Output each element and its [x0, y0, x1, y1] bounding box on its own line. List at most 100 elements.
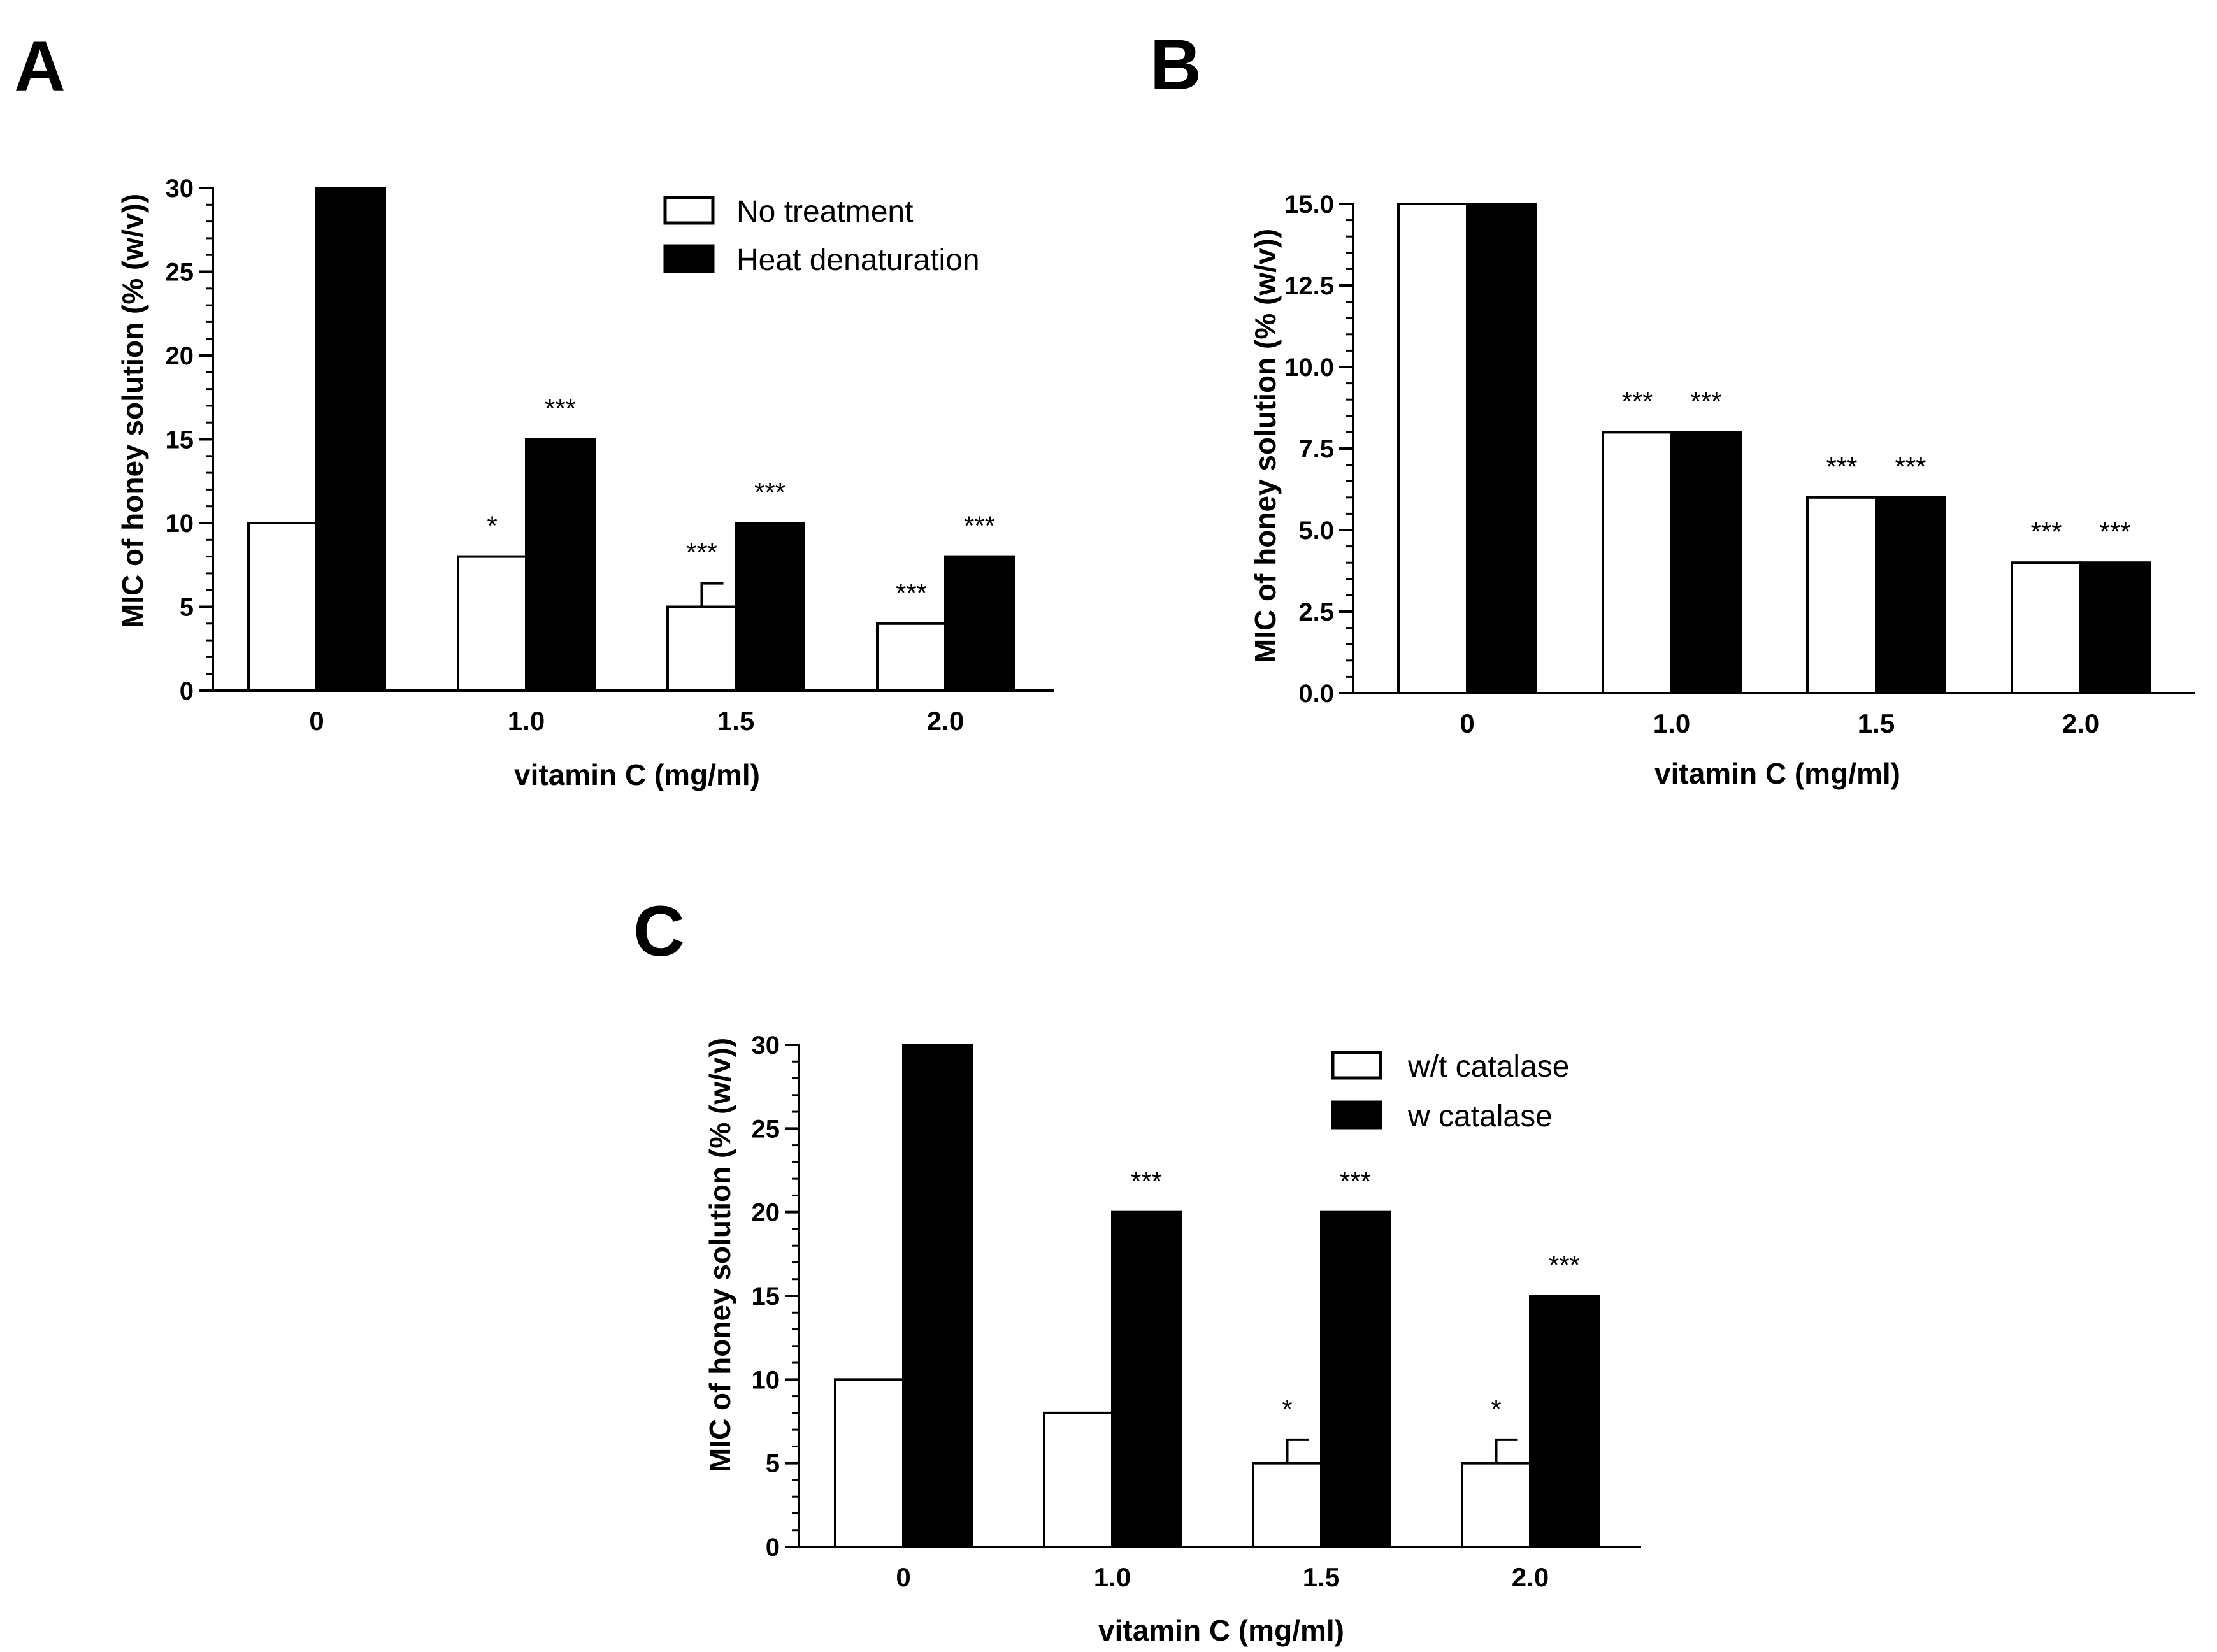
panel-a-significance-mark: *** — [754, 477, 786, 507]
panel-c-y-tick-label: 30 — [752, 1031, 780, 1059]
panel-b-y-tick-label: 12.5 — [1284, 272, 1334, 300]
panel-a-significance-mark: * — [487, 511, 497, 541]
panel-b-x-tick-label: 0 — [1460, 708, 1474, 738]
panel-c-y-tick-label: 10 — [752, 1366, 780, 1394]
panel-a-y-tick-label: 20 — [166, 342, 194, 370]
panel-a-bar — [876, 622, 947, 692]
panel-a-legend: No treatment Heat denaturation — [663, 195, 980, 277]
panel-b-x-tick-label: 2.0 — [2062, 708, 2099, 738]
panel-a-y-tick-label: 10 — [166, 510, 194, 538]
panel-c-legend: w/t catalase w catalase — [1331, 1050, 1569, 1133]
panel-c-significance-mark: *** — [1340, 1167, 1371, 1196]
panel-b-bar — [1602, 431, 1673, 695]
panel-c-significance-mark: *** — [1549, 1250, 1580, 1280]
panel-b-significance-mark: *** — [1690, 386, 1721, 416]
panel-b-significance-mark: *** — [1621, 386, 1653, 416]
panel-c-y-axis-title: MIC of honey solution (% (w/v)) — [703, 1038, 736, 1472]
panel-b-bars: *** *** *** *** *** *** — [1397, 203, 2151, 695]
panel-c: C MIC of honey solution (% (w/v)) vitami… — [633, 891, 1641, 1647]
panel-c-bar — [1252, 1462, 1323, 1549]
panel-b-x-tick-label: 1.5 — [1858, 708, 1895, 738]
panel-a-x-tick-label: 2.0 — [927, 706, 964, 736]
panel-b-y-tick-label: 5.0 — [1298, 517, 1334, 545]
panel-c-significance-mark: * — [1491, 1394, 1501, 1424]
panel-a-legend-swatch-1 — [663, 196, 715, 225]
panel-a-legend-label-2: Heat denaturation — [736, 243, 980, 277]
panel-c-bar — [902, 1044, 973, 1548]
panel-b-y-axis-title: MIC of honey solution (% (w/v)) — [1249, 229, 1282, 663]
panel-a-bar — [315, 187, 386, 692]
panel-b-y-tick-label: 0.0 — [1298, 680, 1334, 708]
panel-a-legend-label-1: No treatment — [736, 195, 913, 229]
panel-b-significance-mark: *** — [1895, 452, 1926, 482]
panel-c-x-tick-label: 2.0 — [1512, 1562, 1549, 1592]
panel-b-bar — [1397, 203, 1468, 694]
panel-b-y-tick-label: 2.5 — [1298, 598, 1334, 626]
panel-c-legend-swatch-1 — [1331, 1051, 1382, 1080]
panel-b-significance-mark: *** — [1826, 452, 1857, 482]
panel-b-x-axis-title: vitamin C (mg/ml) — [1654, 757, 1900, 790]
panel-c-y-tick-label: 0 — [766, 1533, 780, 1562]
panel-a-y-tick-label: 15 — [166, 426, 194, 454]
panel-c-x-tick-label: 1.5 — [1303, 1562, 1340, 1592]
panel-a-y-tick-label: 5 — [180, 594, 194, 622]
panel-c-bars: *********** — [834, 1044, 1600, 1549]
panel-c-x-tick-label: 0 — [896, 1562, 910, 1592]
panel-a-x-tick-label: 1.0 — [508, 706, 545, 736]
panel-c-y-tick-label: 20 — [752, 1199, 780, 1227]
panel-c-y-tick-label: 5 — [766, 1450, 780, 1478]
panel-c-significance-mark: *** — [1131, 1167, 1162, 1196]
panel-a-significance-mark: *** — [545, 394, 576, 424]
panel-a-significance-mark: *** — [896, 578, 927, 608]
panel-a-significance-mark: *** — [964, 511, 995, 541]
panel-b-bar — [2079, 561, 2151, 695]
panel-c-y-tick-label: 15 — [752, 1282, 780, 1311]
panel-c-legend-swatch-2 — [1331, 1100, 1382, 1130]
panel-a-bar — [735, 522, 805, 692]
panel-a-letter: A — [14, 27, 66, 106]
panel-a-y-tick-label: 0 — [180, 677, 194, 705]
panel-c-bar — [1320, 1210, 1391, 1548]
panel-c-x-tick-label: 1.0 — [1094, 1562, 1131, 1592]
panel-b-bar — [1875, 496, 1946, 694]
panel-a-bar — [457, 555, 527, 692]
panel-b-bar — [1806, 496, 1877, 694]
panel-a-y-tick-label: 30 — [166, 175, 194, 203]
panel-a-x-axis-title: vitamin C (mg/ml) — [514, 758, 760, 791]
panel-b-letter: B — [1150, 25, 1202, 104]
panel-c-significance-mark: * — [1282, 1394, 1292, 1424]
panel-a-x-tick-label: 0 — [309, 706, 324, 736]
panel-b-significance-mark: *** — [2099, 517, 2130, 547]
panel-b-bar — [1670, 431, 1742, 695]
panel-a-bar — [944, 555, 1015, 692]
panel-c-legend-label-2: w catalase — [1407, 1100, 1553, 1133]
panel-c-x-axis-title: vitamin C (mg/ml) — [1098, 1614, 1344, 1647]
panel-b-y-tick-label: 10.0 — [1284, 354, 1334, 382]
panel-a-bar — [666, 605, 737, 692]
panel-a-y-axis-title: MIC of honey solution (% (w/v)) — [116, 194, 149, 628]
panel-b-x-tick-label: 1.0 — [1653, 708, 1690, 738]
panel-a-bar — [525, 438, 596, 692]
panel-c-bar — [1043, 1411, 1114, 1549]
panel-c-bar — [1461, 1462, 1532, 1549]
panel-c-letter: C — [633, 891, 685, 971]
panel-b-bar — [2011, 561, 2082, 695]
panel-c-bar — [1529, 1295, 1600, 1548]
panel-a-bar — [247, 522, 318, 692]
panel-a: A MIC of honey solution (% (w/v)) vitami… — [14, 27, 1054, 791]
panel-c-legend-label-1: w/t catalase — [1407, 1050, 1569, 1084]
panel-b-bar — [1466, 203, 1537, 694]
panel-b-y-tick-label: 15.0 — [1284, 190, 1334, 219]
panel-c-bar — [834, 1378, 905, 1548]
panel-c-bar — [1111, 1210, 1182, 1548]
panel-b-significance-mark: *** — [2030, 517, 2062, 547]
panel-b-y-tick-label: 7.5 — [1298, 435, 1334, 463]
panel-a-bars: **************** — [247, 187, 1015, 692]
panel-a-significance-mark: *** — [686, 538, 717, 568]
panel-a-legend-swatch-2 — [663, 244, 715, 273]
panel-c-y-tick-label: 25 — [752, 1115, 780, 1143]
panel-a-y-tick-label: 25 — [166, 259, 194, 287]
panel-a-x-tick-label: 1.5 — [717, 706, 754, 736]
panel-b: B MIC of honey solution (% (w/v)) vitami… — [1150, 25, 2195, 790]
